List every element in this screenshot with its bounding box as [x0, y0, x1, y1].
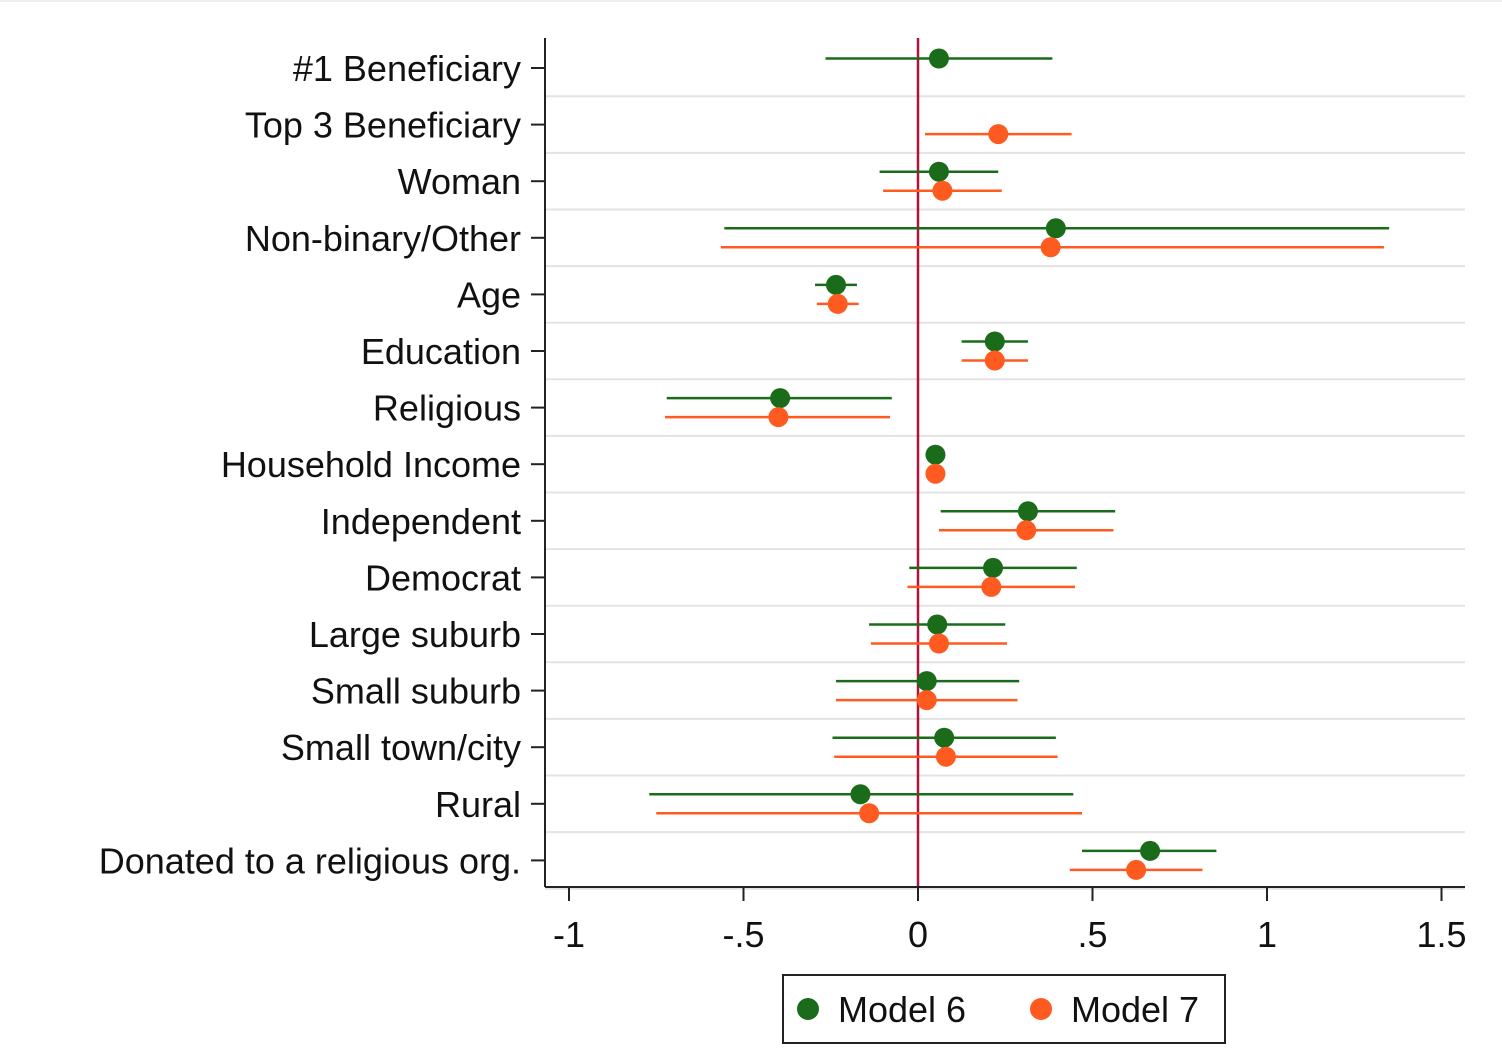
point-model-6-democrat	[983, 557, 1004, 578]
x-tick-label: 0	[908, 914, 928, 955]
point-model-7-top-3-beneficiary	[988, 124, 1009, 145]
y-tick-label-household-income: Household Income	[221, 444, 521, 485]
legend-box	[782, 974, 1226, 1044]
y-tick-label-large-suburb: Large suburb	[309, 614, 521, 655]
x-tick-label: -.5	[722, 914, 764, 955]
point-model-6-education	[984, 331, 1005, 352]
point-model-6-small-suburb	[916, 671, 937, 692]
point-model-7-democrat	[981, 576, 1002, 597]
legend: Model 6 Model 7	[782, 974, 1226, 1044]
x-tick-label: .5	[1077, 914, 1107, 955]
y-tick-label-independent: Independent	[321, 501, 521, 542]
y-tick-label-rural: Rural	[435, 784, 521, 825]
y-tick-label-top-3-beneficiary: Top 3 Beneficiary	[245, 105, 521, 146]
point-model-6-non-binary-other	[1045, 218, 1066, 239]
y-tick-label-non-binary-other: Non-binary/Other	[245, 218, 521, 259]
point-model-7-religious	[768, 407, 789, 428]
point-model-7-small-suburb	[916, 690, 937, 711]
point-model-6-1-beneficiary	[928, 48, 949, 69]
point-model-7-woman	[932, 180, 953, 201]
legend-label-model-7: Model 7	[1071, 989, 1199, 1030]
point-model-7-age	[827, 293, 848, 314]
point-model-7-large-suburb	[928, 633, 949, 654]
point-model-6-household-income	[925, 444, 946, 465]
y-tick-label-donated-to-a-religious-org: Donated to a religious org.	[99, 840, 521, 881]
y-tick-label-religious: Religious	[373, 388, 521, 429]
legend-marker-model-7	[1030, 998, 1052, 1020]
y-tick-label-small-suburb: Small suburb	[311, 671, 521, 712]
y-tick-label-small-town-city: Small town/city	[281, 727, 521, 768]
point-model-6-religious	[770, 388, 791, 409]
y-tick-label-education: Education	[361, 331, 521, 372]
point-model-6-rural	[850, 784, 871, 805]
x-tick-label: -1	[553, 914, 585, 955]
point-model-6-woman	[928, 161, 949, 182]
point-model-6-age	[825, 274, 846, 295]
x-tick-label: 1.5	[1416, 914, 1466, 955]
point-model-6-independent	[1017, 501, 1038, 522]
point-model-7-non-binary-other	[1040, 237, 1061, 258]
point-model-7-small-town-city	[935, 746, 956, 767]
point-model-7-independent	[1016, 520, 1037, 541]
point-model-7-education	[984, 350, 1005, 371]
y-tick-label-1-beneficiary: #1 Beneficiary	[293, 48, 521, 89]
series-marks	[649, 48, 1390, 880]
point-model-7-donated-to-a-religious-org	[1126, 859, 1147, 880]
legend-marker-model-6	[797, 998, 819, 1020]
point-model-6-donated-to-a-religious-org	[1140, 840, 1161, 861]
x-tick-label: 1	[1257, 914, 1277, 955]
y-tick-label-woman: Woman	[398, 161, 521, 202]
point-model-6-large-suburb	[927, 614, 948, 635]
point-model-7-rural	[859, 803, 880, 824]
gridlines	[545, 95, 1465, 890]
legend-label-model-6: Model 6	[838, 989, 966, 1030]
y-tick-label-age: Age	[457, 274, 521, 315]
y-tick-label-democrat: Democrat	[365, 557, 521, 598]
point-model-7-household-income	[925, 463, 946, 484]
point-model-6-small-town-city	[934, 727, 955, 748]
axes: #1 Beneficiary Top 3 Beneficiary Woman Non-…	[99, 38, 1467, 955]
